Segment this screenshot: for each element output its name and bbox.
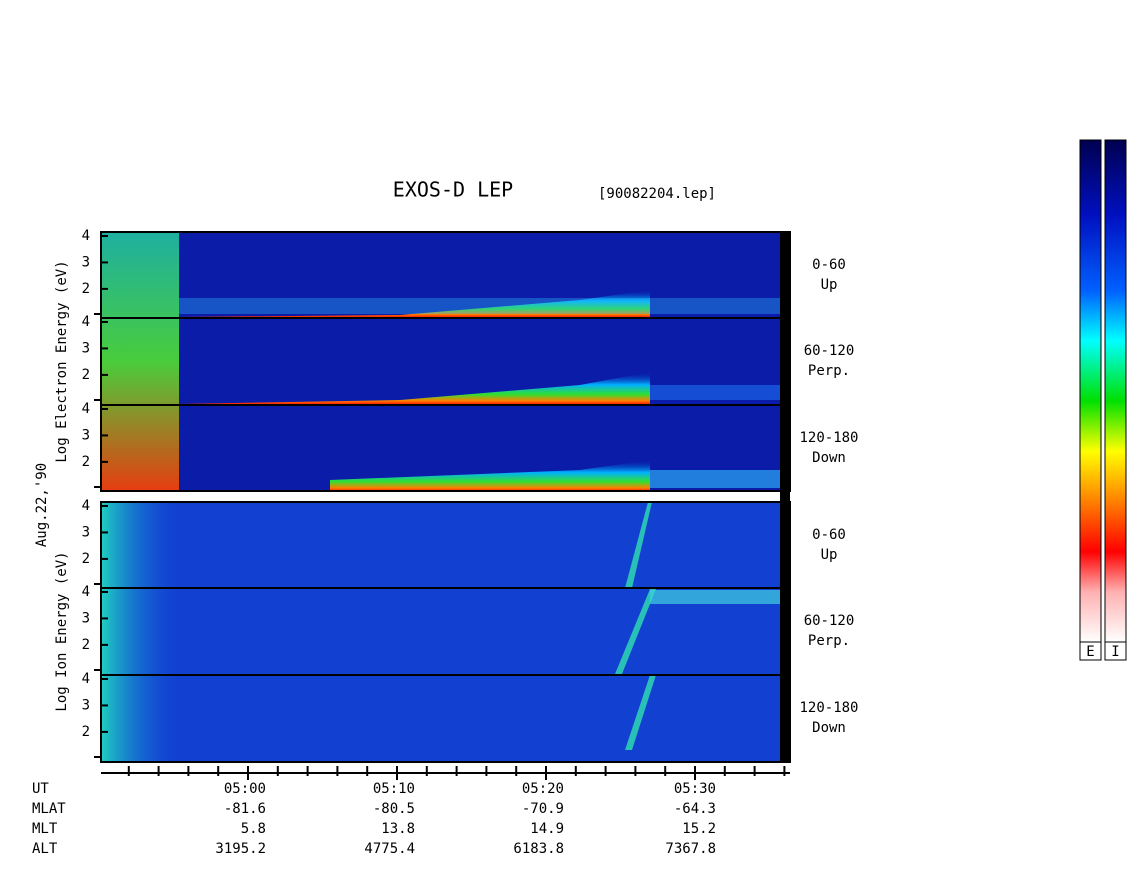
y-tick-label: 3: [82, 697, 90, 713]
ephemeris-value: 14.9: [530, 821, 564, 837]
ephemeris-value: -80.5: [373, 801, 415, 817]
y-tick-label: 2: [82, 637, 90, 653]
y-tick-label: 3: [82, 340, 90, 356]
panel-direction: Perp.: [808, 363, 850, 379]
panel-frames: [100, 231, 791, 763]
y-tick-label: 2: [82, 551, 90, 567]
date: Aug.22,'90: [34, 463, 50, 547]
y-tick-label: 3: [82, 254, 90, 270]
panel-direction: Up: [821, 547, 838, 563]
y-tick-label: 3: [82, 610, 90, 626]
ephemeris-value: -81.6: [224, 801, 266, 817]
ephemeris-value: 05:00: [224, 781, 266, 797]
panel-angle: 120-180: [799, 430, 858, 446]
panel-direction: Up: [821, 277, 838, 293]
y-tick-label: 3: [82, 427, 90, 443]
panel-angle: 0-60: [812, 527, 846, 543]
spectrogram: [101, 232, 790, 762]
y-tick-label: 2: [82, 367, 90, 383]
ephemeris-value: 5.8: [241, 821, 266, 837]
y-axis-label: Log Electron Energy (eV): [54, 260, 70, 462]
title: EXOS-D LEP: [393, 178, 513, 202]
ephemeris-name: MLAT: [32, 801, 66, 817]
y-tick-label: 4: [82, 401, 90, 417]
y-tick-label: 2: [82, 454, 90, 470]
y-tick-label: 4: [82, 314, 90, 330]
panel-direction: Perp.: [808, 633, 850, 649]
y-tick-label: 4: [82, 228, 90, 244]
ephemeris-value: -70.9: [522, 801, 564, 817]
panel-angle: 0-60: [812, 257, 846, 273]
ephemeris-value: 7367.8: [665, 841, 716, 857]
ephemeris-value: 05:20: [522, 781, 564, 797]
panel-angle: 60-120: [804, 613, 855, 629]
ephemeris-name: ALT: [32, 841, 58, 857]
y-tick-label: 2: [82, 724, 90, 740]
ephemeris-value: 3195.2: [215, 841, 266, 857]
panel-direction: Down: [812, 450, 846, 466]
y-tick-label: 4: [82, 584, 90, 600]
panel-angle: 60-120: [804, 343, 855, 359]
ephemeris-name: UT: [32, 781, 49, 797]
ephemeris-value: 15.2: [682, 821, 716, 837]
colorbar-label: I: [1111, 644, 1119, 660]
ephemeris-value: 05:10: [373, 781, 415, 797]
y-tick-label: 2: [82, 281, 90, 297]
y-tick-label: 4: [82, 671, 90, 687]
ephemeris-value: 6183.8: [513, 841, 564, 857]
y-axis-label: Log Ion Energy (eV): [54, 551, 70, 711]
panel-angle: 120-180: [799, 700, 858, 716]
ephemeris-value: 13.8: [381, 821, 415, 837]
ephemeris-name: MLT: [32, 821, 58, 837]
ephemeris-value: -64.3: [674, 801, 716, 817]
y-tick-label: 3: [82, 524, 90, 540]
ephemeris-value: 05:30: [674, 781, 716, 797]
colorbars: [1079, 139, 1127, 661]
ephemeris-value: 4775.4: [364, 841, 415, 857]
y-tick-label: 4: [82, 498, 90, 514]
file-name: [90082204.lep]: [598, 186, 716, 202]
colorbar-label: E: [1086, 644, 1094, 660]
panel-direction: Down: [812, 720, 846, 736]
